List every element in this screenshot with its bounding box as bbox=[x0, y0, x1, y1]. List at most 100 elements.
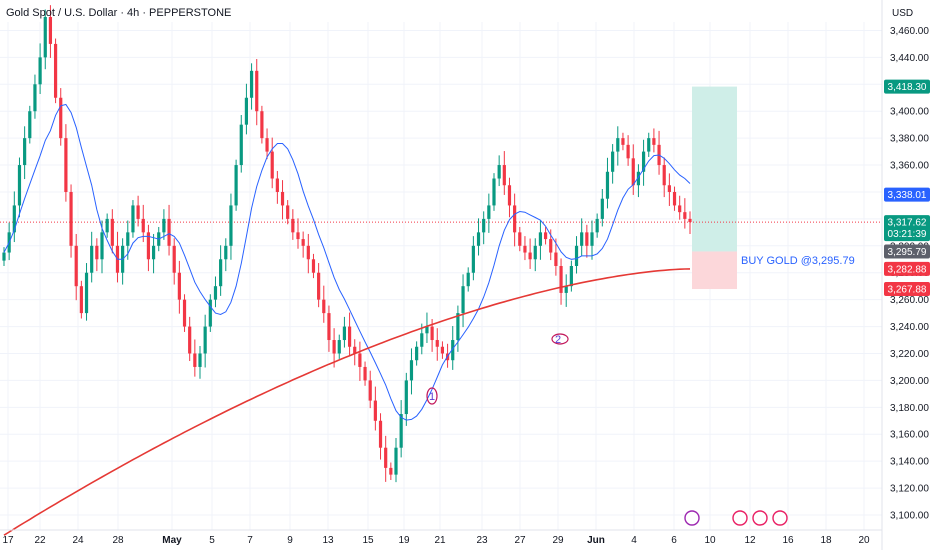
moving-averages bbox=[3, 103, 691, 536]
ma-slow-line bbox=[3, 268, 691, 536]
x-tick-label: 15 bbox=[362, 535, 374, 546]
us-flag-icon bbox=[752, 510, 768, 526]
y-tick-label: 3,240.00 bbox=[890, 322, 929, 333]
time-axis[interactable]: 17 22 24 28 May 5 7 9 13 15 19 21 23 27 29 Jun 4 6 10 12 16 1… bbox=[0, 510, 882, 546]
swing-circle-1 bbox=[426, 387, 438, 405]
candle-body bbox=[244, 97, 249, 125]
candle-body bbox=[363, 366, 367, 381]
candle-body bbox=[569, 266, 573, 287]
candle-body bbox=[219, 259, 223, 287]
candle-body bbox=[590, 232, 594, 246]
y-tick-label: 3,200.00 bbox=[890, 376, 929, 387]
candle-body bbox=[126, 232, 130, 246]
candle-body bbox=[95, 245, 99, 260]
candle-body bbox=[647, 138, 651, 152]
x-tick-label: 27 bbox=[514, 535, 526, 546]
candle-body bbox=[28, 111, 32, 139]
candle-body bbox=[317, 272, 321, 300]
candle-body bbox=[358, 353, 362, 367]
x-tick-label: 24 bbox=[72, 535, 84, 546]
candle-body bbox=[131, 205, 135, 233]
candle-body bbox=[399, 414, 403, 448]
candle-body bbox=[193, 353, 197, 367]
x-tick-label: 20 bbox=[858, 535, 870, 546]
candle-body bbox=[255, 70, 259, 112]
candle-body bbox=[105, 218, 109, 233]
candle-body bbox=[425, 326, 429, 334]
candle-body bbox=[440, 346, 445, 354]
candle-body bbox=[492, 178, 496, 206]
candle-body bbox=[404, 380, 408, 415]
candle-body bbox=[667, 185, 671, 192]
candle-body bbox=[162, 218, 166, 233]
stop-tag: 3,267.88 bbox=[884, 282, 930, 297]
candle-body bbox=[353, 346, 357, 354]
candle-body bbox=[213, 286, 218, 300]
y-tick-label: 3,160.00 bbox=[890, 430, 929, 441]
candle-body bbox=[652, 138, 656, 145]
candle-body bbox=[678, 205, 682, 213]
candle-body bbox=[600, 198, 604, 219]
candle-body bbox=[641, 151, 646, 172]
candle-body bbox=[538, 232, 543, 246]
y-tick-label: 3,180.00 bbox=[890, 403, 929, 414]
candle-body bbox=[435, 340, 439, 347]
x-tick-label: May bbox=[162, 535, 182, 546]
y-tick-label: 3,400.00 bbox=[890, 107, 929, 118]
y-tick-label: 3,460.00 bbox=[890, 26, 929, 37]
candle-body bbox=[224, 245, 228, 260]
y-tick-label: 3,100.00 bbox=[890, 511, 929, 522]
ma-fast-line bbox=[3, 103, 691, 421]
candle-body bbox=[585, 232, 589, 246]
candle-body bbox=[208, 299, 212, 327]
candle-body bbox=[337, 340, 341, 354]
x-tick-label: 22 bbox=[34, 535, 46, 546]
y-tick-label: 3,220.00 bbox=[890, 349, 929, 360]
candle-body bbox=[239, 124, 243, 166]
candle-body bbox=[543, 232, 548, 240]
candle-body bbox=[2, 252, 6, 261]
swing-label-1: 1 bbox=[426, 387, 438, 405]
candle-body bbox=[69, 191, 73, 246]
candle-body bbox=[296, 232, 300, 240]
candle-body bbox=[291, 218, 295, 233]
lightning-icon bbox=[684, 510, 700, 526]
candle-body bbox=[33, 84, 37, 112]
x-tick-label: Jun bbox=[587, 535, 605, 546]
candle-body bbox=[100, 232, 104, 260]
x-tick-label: 18 bbox=[820, 535, 832, 546]
candle-body bbox=[74, 245, 78, 287]
x-tick-label: 4 bbox=[631, 535, 637, 546]
x-tick-label: 9 bbox=[287, 535, 293, 546]
y-tick-label: 3,440.00 bbox=[890, 53, 929, 64]
candle-body bbox=[17, 165, 22, 206]
candle-body bbox=[595, 218, 599, 233]
ma-fast-tag-bg bbox=[884, 187, 930, 202]
candle-body bbox=[533, 245, 537, 260]
target-tag: 3,418.30 bbox=[884, 79, 930, 94]
candle-body bbox=[559, 266, 563, 293]
position-zones bbox=[0, 86, 882, 290]
candle-body bbox=[188, 326, 192, 354]
candle-body bbox=[151, 245, 156, 260]
x-tick-label: 17 bbox=[2, 535, 14, 546]
candles[interactable] bbox=[2, 5, 692, 483]
candle-body bbox=[466, 272, 470, 287]
candle-body bbox=[177, 272, 181, 300]
candle-body bbox=[229, 205, 233, 246]
candle-body bbox=[280, 191, 285, 206]
candle-body bbox=[64, 138, 68, 192]
candle-body bbox=[136, 205, 140, 219]
candle-body bbox=[564, 286, 568, 293]
currency-label: USD bbox=[892, 8, 913, 19]
candle-body bbox=[420, 333, 424, 347]
candle-body bbox=[389, 467, 393, 475]
last-price-tag-text: 3,317.62 bbox=[888, 218, 927, 229]
candle-body bbox=[270, 151, 274, 179]
candle-body bbox=[53, 43, 58, 98]
candle-body bbox=[451, 340, 455, 361]
candle-body bbox=[79, 286, 83, 314]
x-tick-label: 6 bbox=[671, 535, 677, 546]
ma-slow-tag-text: 3,282.88 bbox=[888, 264, 927, 275]
